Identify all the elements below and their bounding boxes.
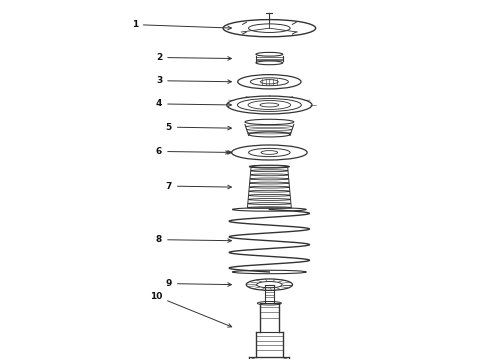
Text: 5: 5 (166, 123, 231, 132)
Text: 2: 2 (156, 53, 231, 62)
Text: 7: 7 (166, 181, 231, 190)
Text: 4: 4 (156, 99, 231, 108)
Text: 3: 3 (156, 76, 231, 85)
Text: 10: 10 (150, 292, 232, 327)
Text: 6: 6 (156, 147, 231, 156)
Text: 8: 8 (156, 235, 231, 244)
Text: 9: 9 (166, 279, 231, 288)
Text: 1: 1 (131, 20, 231, 30)
